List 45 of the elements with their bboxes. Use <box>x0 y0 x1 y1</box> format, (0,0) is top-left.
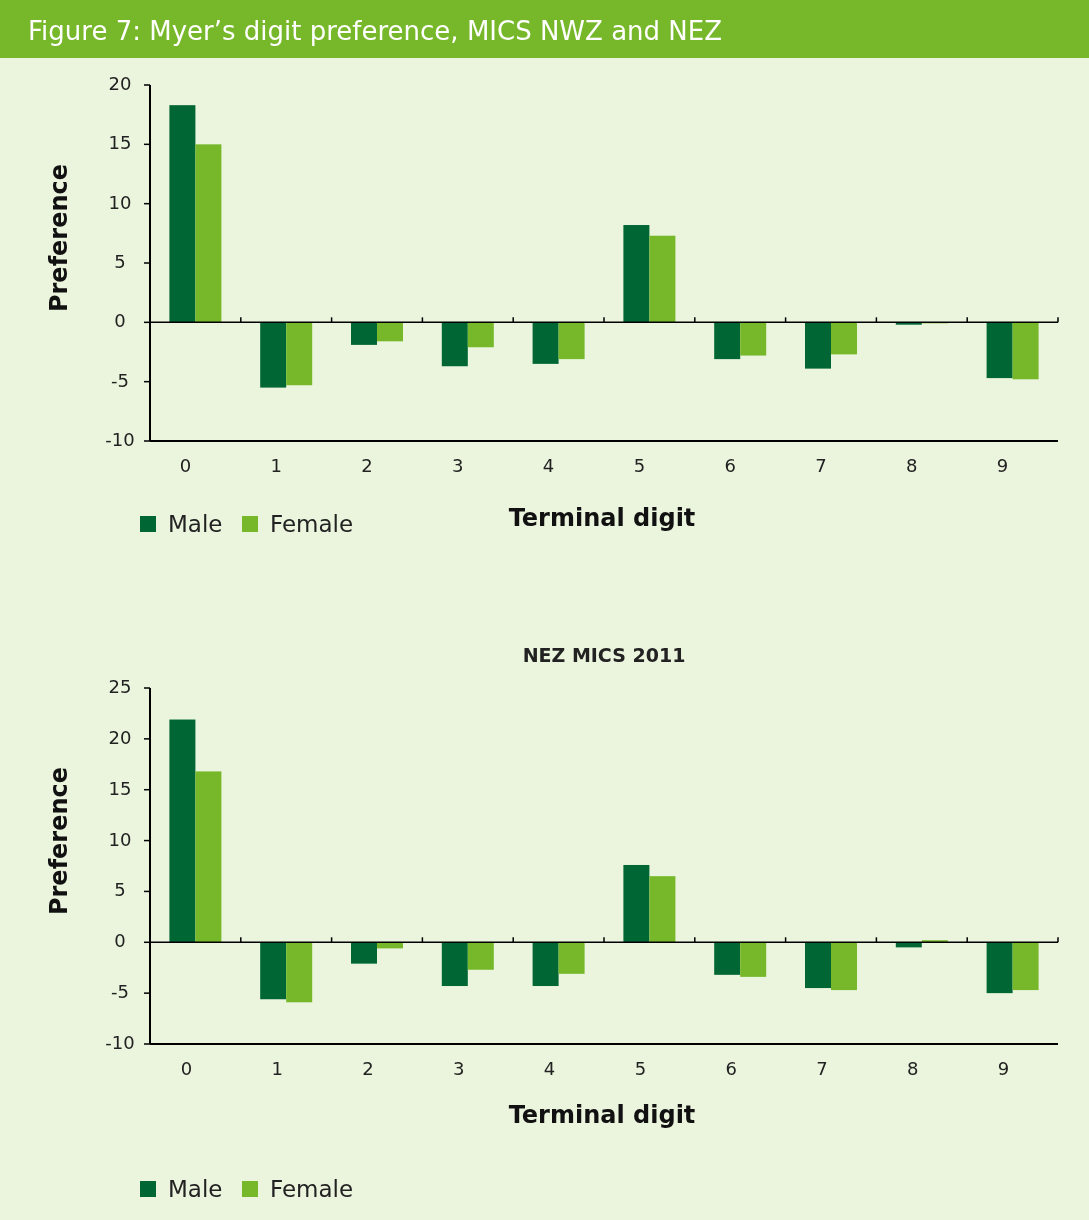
x-tick-label: 8 <box>907 1058 919 1079</box>
y-tick-label: 0 <box>114 930 126 952</box>
x-tick-label: 9 <box>997 1058 1010 1079</box>
x-tick-label: 3 <box>453 1058 465 1079</box>
x-tick-label: 4 <box>542 455 555 476</box>
x-tick-label: 9 <box>996 455 1009 476</box>
y-tick-label: 15 <box>108 777 132 799</box>
x-tick-label: 7 <box>816 1058 828 1079</box>
x-axis-title: Terminal digit <box>508 504 696 532</box>
legend-label: Female <box>270 510 354 537</box>
y-tick-label: -10 <box>105 1032 135 1053</box>
y-tick-label: 10 <box>108 191 132 213</box>
y-tick-label: 15 <box>108 132 132 154</box>
x-tick-label: 6 <box>725 1058 737 1079</box>
x-tick-label: 2 <box>362 1058 374 1079</box>
x-tick-label: 0 <box>180 1058 193 1079</box>
y-tick-label: -10 <box>105 429 135 450</box>
x-tick-label: 2 <box>361 455 373 476</box>
y-tick-label: 10 <box>108 828 132 850</box>
y-tick-label: -5 <box>111 981 129 1003</box>
x-tick-label: 1 <box>271 1058 283 1079</box>
x-tick-label: 8 <box>906 455 918 476</box>
y-tick-label: 0 <box>114 310 126 332</box>
x-tick-label: 4 <box>543 1058 556 1079</box>
x-tick-label: 1 <box>270 455 282 476</box>
y-axis-title: Preference <box>45 766 73 916</box>
y-tick-label: 20 <box>108 726 132 748</box>
legend-label: Male <box>168 510 223 537</box>
y-tick-label: 20 <box>108 73 132 94</box>
chart-title: NEZ MICS 2011 <box>522 644 686 666</box>
x-tick-label: 5 <box>633 455 646 476</box>
y-tick-label: 25 <box>108 676 132 697</box>
y-tick-label: 5 <box>114 251 126 272</box>
x-axis-title: Terminal digit <box>508 1101 696 1129</box>
legend-label: Male <box>168 1175 223 1202</box>
legend-label: Female <box>270 1175 354 1202</box>
chart-title: Figure 7: Myer’s digit preference, MICS NWZ and NEZ <box>28 15 723 46</box>
x-tick-label: 5 <box>634 1058 647 1079</box>
x-tick-label: 6 <box>724 455 736 476</box>
y-tick-label: 5 <box>114 879 126 901</box>
y-axis-title: Preference <box>45 163 73 313</box>
x-tick-label: 3 <box>452 455 464 476</box>
y-tick-label: -5 <box>111 369 129 391</box>
x-tick-label: 0 <box>179 455 192 476</box>
x-tick-label: 7 <box>815 455 827 476</box>
